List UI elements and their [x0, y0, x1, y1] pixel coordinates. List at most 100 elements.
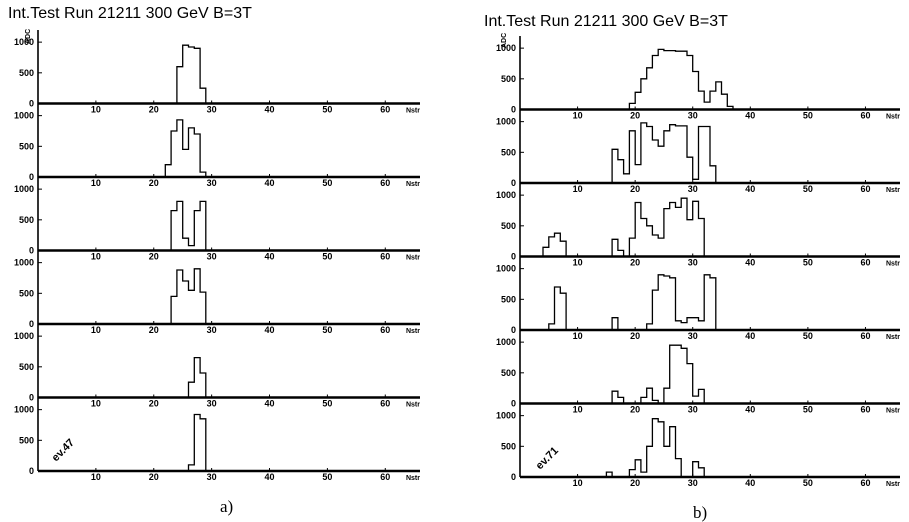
panel-a-row-3-x-tick-label: 60	[380, 252, 390, 262]
panel-a-row-3-x-tick-label: 30	[207, 252, 217, 262]
panel-b-row-1-y-tick-label: 1000	[496, 43, 516, 53]
panel-b-row-1-x-axis-unit: Nstr	[886, 114, 900, 121]
panel-a-y-axis-unit: ADC	[25, 29, 32, 44]
panel-b-row-3-x-tick-label: 40	[745, 258, 755, 268]
panel-a-row-5-x-tick-label: 10	[91, 399, 101, 409]
panel-a-row-2-x-tick-label: 40	[265, 178, 275, 188]
panel-b-row-4-x-axis-unit: Nstr	[886, 334, 900, 341]
panel-b-row-1-y-tick-label: 500	[501, 74, 516, 84]
panel-a-row-5-x-tick-label: 50	[322, 399, 332, 409]
panel-b-row-2-x-tick-label: 30	[688, 184, 698, 194]
panel-a-row-5-histogram	[187, 356, 212, 399]
panel-a-row-1-x-tick-label: 40	[265, 105, 275, 115]
panel-a-row-4-x-tick-label: 60	[380, 325, 390, 335]
panel-a-row-4-x-axis-unit: Nstr	[406, 328, 420, 335]
panel-a-row-4-x-tick-label: 30	[207, 325, 217, 335]
panel-a-row-3-x-axis-unit: Nstr	[406, 255, 420, 262]
panel-b-row-2-x-tick-label: 20	[630, 184, 640, 194]
panel-a-row-2-y-tick-label: 500	[19, 141, 34, 151]
panel-b-row-6-x-tick-label: 40	[745, 478, 755, 488]
panel-a: Int.Test Run 21211 300 GeV B=3T a) ADC e…	[8, 5, 420, 516]
panel-a-row-2-x-tick-label: 30	[207, 178, 217, 188]
panel-a-row-5-x-axis-unit: Nstr	[406, 402, 420, 409]
panel-a-row-3-y-tick-label: 500	[19, 215, 34, 225]
panel-a-row-3-x-tick-label: 10	[91, 252, 101, 262]
panel-b-row-4-y-tick-label: 0	[511, 325, 516, 335]
panel-a-row-1-x-tick-label: 30	[207, 105, 217, 115]
panel-b-row-4-x-tick-label: 60	[860, 331, 870, 341]
panel-b-row-1-x-tick-label: 50	[803, 111, 813, 121]
panel-a-row-2-y-tick-label: 0	[29, 172, 34, 182]
panel-b-row-4-x-tick-label: 40	[745, 331, 755, 341]
panel-b-row-2-x-tick-label: 60	[860, 184, 870, 194]
panel-b-row-5-x-tick-label: 30	[688, 405, 698, 415]
panel-b-row-3-x-tick-label: 50	[803, 258, 813, 268]
panel-a-row-3-x-tick-label: 50	[322, 252, 332, 262]
panel-b: Int.Test Run 21211 300 GeV B=3T b) ADC e…	[484, 13, 900, 522]
panel-b-row-2-y-tick-label: 0	[511, 178, 516, 188]
panel-a-row-4-histogram	[170, 268, 212, 325]
panel-a-row-2-y-tick-label: 1000	[14, 111, 34, 121]
panel-a-row-6-x-tick-label: 10	[91, 472, 101, 482]
panel-b-event-label: ev.71	[534, 445, 561, 472]
panel-b-row-4-x-tick-label: 20	[630, 331, 640, 341]
panel-a-row-4-x-tick-label: 10	[91, 325, 101, 335]
panel-a-row-2-x-tick-label: 20	[149, 178, 159, 188]
panel-a-row-1-x-axis-unit: Nstr	[406, 108, 420, 115]
panel-b-y-axis-unit: ADC	[501, 33, 508, 48]
panel-b-row-3-y-tick-label: 1000	[496, 190, 516, 200]
panel-a-row-6-y-tick-label: 500	[19, 435, 34, 445]
panel-a-row-1-histogram	[165, 44, 212, 105]
panel-b-row-6-y-tick-label: 0	[511, 472, 516, 482]
panel-b-title: Int.Test Run 21211 300 GeV B=3T	[484, 13, 728, 30]
panel-b-row-6-x-tick-label: 20	[630, 478, 640, 488]
panel-a-row-4-x-tick-label: 20	[149, 325, 159, 335]
panel-b-row-5-y-tick-label: 0	[511, 399, 516, 409]
panel-a-row-2-x-tick-label: 10	[91, 178, 101, 188]
panel-b-row-1-x-tick-label: 60	[860, 111, 870, 121]
panel-a-row-5-y-tick-label: 1000	[14, 331, 34, 341]
panel-b-row-4-y-tick-label: 500	[501, 294, 516, 304]
panel-b-row-3-x-tick-label: 30	[688, 258, 698, 268]
panel-a-row-5-x-tick-label: 40	[265, 399, 275, 409]
panel-a-row-5-x-tick-label: 30	[207, 399, 217, 409]
panel-b-row-1-x-tick-label: 10	[573, 111, 583, 121]
panel-a-row-6-x-axis-unit: Nstr	[406, 475, 420, 482]
panel-b-row-2-x-tick-label: 10	[573, 184, 583, 194]
panel-b-row-2-x-axis-unit: Nstr	[886, 187, 900, 194]
panel-a-row-2-x-axis-unit: Nstr	[406, 181, 420, 188]
panel-b-row-3-y-tick-label: 500	[501, 221, 516, 231]
panel-b-row-2-x-tick-label: 50	[803, 184, 813, 194]
panel-b-row-6-x-tick-label: 10	[573, 478, 583, 488]
panel-b-row-4-y-tick-label: 1000	[496, 264, 516, 274]
panel-a-row-3-y-tick-label: 0	[29, 246, 34, 256]
panel-b-row-2-y-tick-label: 1000	[496, 117, 516, 127]
panel-b-row-5-y-tick-label: 1000	[496, 337, 516, 347]
panel-a-row-6-y-tick-label: 0	[29, 466, 34, 476]
panel-b-row-6-y-tick-label: 1000	[496, 411, 516, 421]
panel-a-row-3-x-tick-label: 40	[265, 252, 275, 262]
panel-a-row-5-x-tick-label: 60	[380, 399, 390, 409]
panel-a-row-1-x-tick-label: 20	[149, 105, 159, 115]
panel-b-row-2-y-tick-label: 500	[501, 147, 516, 157]
panel-b-row-1-x-tick-label: 20	[630, 111, 640, 121]
panel-a-row-3-y-tick-label: 1000	[14, 184, 34, 194]
panel-a-row-1-y-tick-label: 500	[19, 68, 34, 78]
panel-a-row-3-x-tick-label: 20	[149, 252, 159, 262]
panel-a-row-2-histogram	[159, 119, 212, 178]
panel-a-row-6-y-tick-label: 1000	[14, 405, 34, 415]
panel-b-row-6-x-tick-label: 30	[688, 478, 698, 488]
panel-a-row-6-x-tick-label: 30	[207, 472, 217, 482]
panel-b-row-5-x-tick-label: 40	[745, 405, 755, 415]
panel-a-event-label: ev.47	[50, 437, 77, 464]
panel-b-row-4-x-tick-label: 30	[688, 331, 698, 341]
panel-b-row-5-x-tick-label: 50	[803, 405, 813, 415]
panel-b-row-5-y-tick-label: 500	[501, 368, 516, 378]
panel-a-row-1-y-tick-label: 1000	[14, 37, 34, 47]
panel-b-row-5-x-tick-label: 20	[630, 405, 640, 415]
panel-a-row-6-x-tick-label: 50	[322, 472, 332, 482]
panel-a-title: Int.Test Run 21211 300 GeV B=3T	[8, 5, 252, 22]
